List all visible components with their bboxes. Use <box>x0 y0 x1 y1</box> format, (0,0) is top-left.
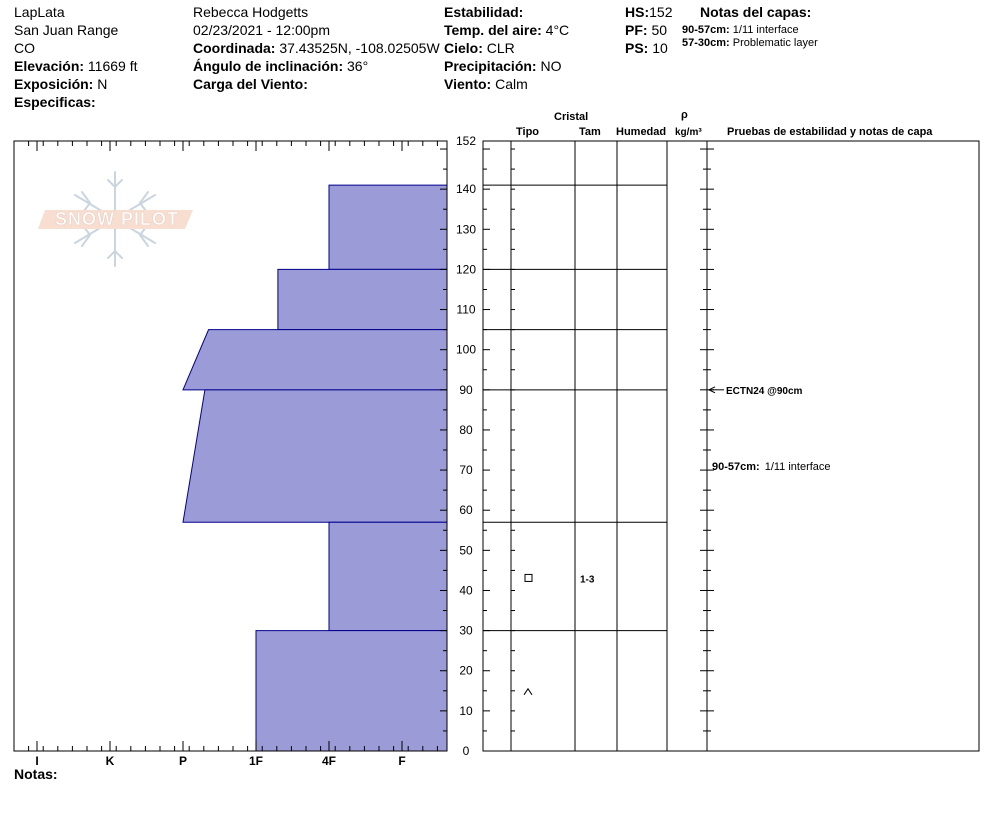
hardness-tick-label: 1F <box>249 754 263 768</box>
specifics-label: Especificas: <box>14 94 96 110</box>
range-name: San Juan Range <box>14 22 119 38</box>
wind-row: Viento: Calm <box>444 76 528 92</box>
pf-label: PF: <box>625 22 648 38</box>
ps-value: 10 <box>652 40 668 56</box>
crystal-type-symbol <box>523 687 533 696</box>
depth-tick-label: 120 <box>456 262 476 276</box>
air-temp-value: 4°C <box>545 22 570 38</box>
hardness-plot-frame <box>13 140 448 752</box>
depth-tick-label: 30 <box>459 624 473 638</box>
hardness-layer <box>328 521 448 632</box>
depth-tick-label: 10 <box>459 704 473 718</box>
layer-note: 90-57cm: 1/11 interface <box>682 24 799 37</box>
depth-tick-label: 50 <box>459 543 473 557</box>
depth-tick-label: 80 <box>459 423 473 437</box>
depth-tick-label: 152 <box>456 134 476 148</box>
rho-header: ρ <box>681 109 688 121</box>
slope-row: Ángulo de inclinación: 36° <box>193 58 368 74</box>
crystal-header: Cristal <box>554 111 589 123</box>
elevation-label: Elevación: <box>14 58 85 74</box>
wind-label: Viento: <box>444 76 492 92</box>
stability-note: 90-57cm: 1/11 interface <box>712 461 831 473</box>
depth-tick-label: 140 <box>456 182 476 196</box>
precip-label: Precipitación: <box>444 58 537 74</box>
stability-tests-header: Pruebas de estabilidad y notas de capa <box>727 126 933 138</box>
sky-value: CLR <box>486 40 515 56</box>
hardness-layer <box>255 630 448 752</box>
depth-tick-label: 100 <box>456 343 476 357</box>
depth-tick-label: 90 <box>459 383 473 397</box>
coordinates-row: Coordinada: 37.43525N, -108.02505W <box>193 40 440 56</box>
stability-note-text: 1/11 interface <box>765 461 831 473</box>
aspect-value: N <box>97 76 108 92</box>
aspect-label: Exposición: <box>14 76 94 92</box>
layer-notes-title: Notas del capas: <box>700 4 812 20</box>
layer-table-frame <box>482 140 980 752</box>
hs-row: HS:152 <box>625 4 672 20</box>
hardness-tick-label: K <box>106 754 115 768</box>
layer-note-range: 57-30cm: <box>682 37 730 49</box>
pf-row: PF: 50 <box>625 22 667 38</box>
notes-label: Notas: <box>14 766 58 782</box>
slope-value: 36° <box>347 58 369 74</box>
test-arrowhead <box>707 386 716 394</box>
depth-tick-label: 110 <box>456 303 475 317</box>
pf-value: 50 <box>651 22 668 38</box>
depth-tick-label: 60 <box>459 503 473 517</box>
depth-tick-label: 130 <box>456 222 476 236</box>
hs-value: 152 <box>649 4 673 20</box>
depth-tick-label: 0 <box>463 744 470 758</box>
location-name: LapLata <box>14 4 65 20</box>
size-header: Tam <box>579 126 601 138</box>
ps-label: PS: <box>625 40 649 56</box>
snowpilot-logo: SNOW PILOT <box>38 171 193 267</box>
depth-tick-label: 40 <box>459 583 473 597</box>
sky-label: Cielo: <box>444 40 483 56</box>
stability-note-range: 90-57cm: <box>712 461 760 473</box>
layer-note: 57-30cm: Problematic layer <box>682 37 818 50</box>
elevation-row: Elevación: 11669 ft <box>14 58 137 74</box>
ps-row: PS: 10 <box>625 40 668 56</box>
hardness-layer <box>182 389 448 523</box>
hs-label: HS: <box>625 4 650 20</box>
type-header: Tipo <box>516 126 540 138</box>
hardness-tick-label: I <box>35 754 38 768</box>
coordinates-value: 37.43525N, -108.02505W <box>279 40 440 56</box>
observation-datetime: 02/23/2021 - 12:00pm <box>193 22 330 38</box>
aspect-row: Exposición: N <box>14 76 107 92</box>
humidity-header: Humedad <box>616 126 667 138</box>
wind-load-label: Carga del Viento: <box>193 76 308 92</box>
hardness-tick-label: P <box>179 754 187 768</box>
wind-value: Calm <box>495 76 528 92</box>
state-name: CO <box>14 40 35 56</box>
density-unit-header: kg/m³ <box>675 127 702 138</box>
air-temp-row: Temp. del aire: 4°C <box>444 22 569 38</box>
stability-label: Estabilidad: <box>444 4 524 20</box>
stability-test-label: ECTN24 @90cm <box>726 386 803 397</box>
precip-row: Precipitación: NO <box>444 58 561 74</box>
coordinates-label: Coordinada: <box>193 40 276 56</box>
crystal-size-label: 1-3 <box>580 574 595 585</box>
hardness-tick-label: F <box>398 754 405 768</box>
layer-note-text: Problematic layer <box>732 37 818 49</box>
layer-note-text: 1/11 interface <box>732 24 799 36</box>
hardness-tick-label: 4F <box>322 754 336 768</box>
air-temp-label: Temp. del aire: <box>444 22 542 38</box>
snowpilot-logo-text: SNOW PILOT <box>55 209 179 229</box>
elevation-value: 11669 ft <box>87 58 138 74</box>
observer-name: Rebecca Hodgetts <box>193 4 309 20</box>
hardness-layer <box>182 329 448 391</box>
depth-tick-label: 20 <box>459 664 473 678</box>
hardness-layer <box>328 184 448 270</box>
layer-note-range: 90-57cm: <box>682 24 730 36</box>
precip-value: NO <box>540 58 562 74</box>
sky-row: Cielo: CLR <box>444 40 515 56</box>
hardness-layer <box>277 268 448 331</box>
slope-label: Ángulo de inclinación: <box>193 58 344 74</box>
crystal-type-symbol <box>524 573 533 582</box>
depth-tick-label: 70 <box>459 463 473 477</box>
